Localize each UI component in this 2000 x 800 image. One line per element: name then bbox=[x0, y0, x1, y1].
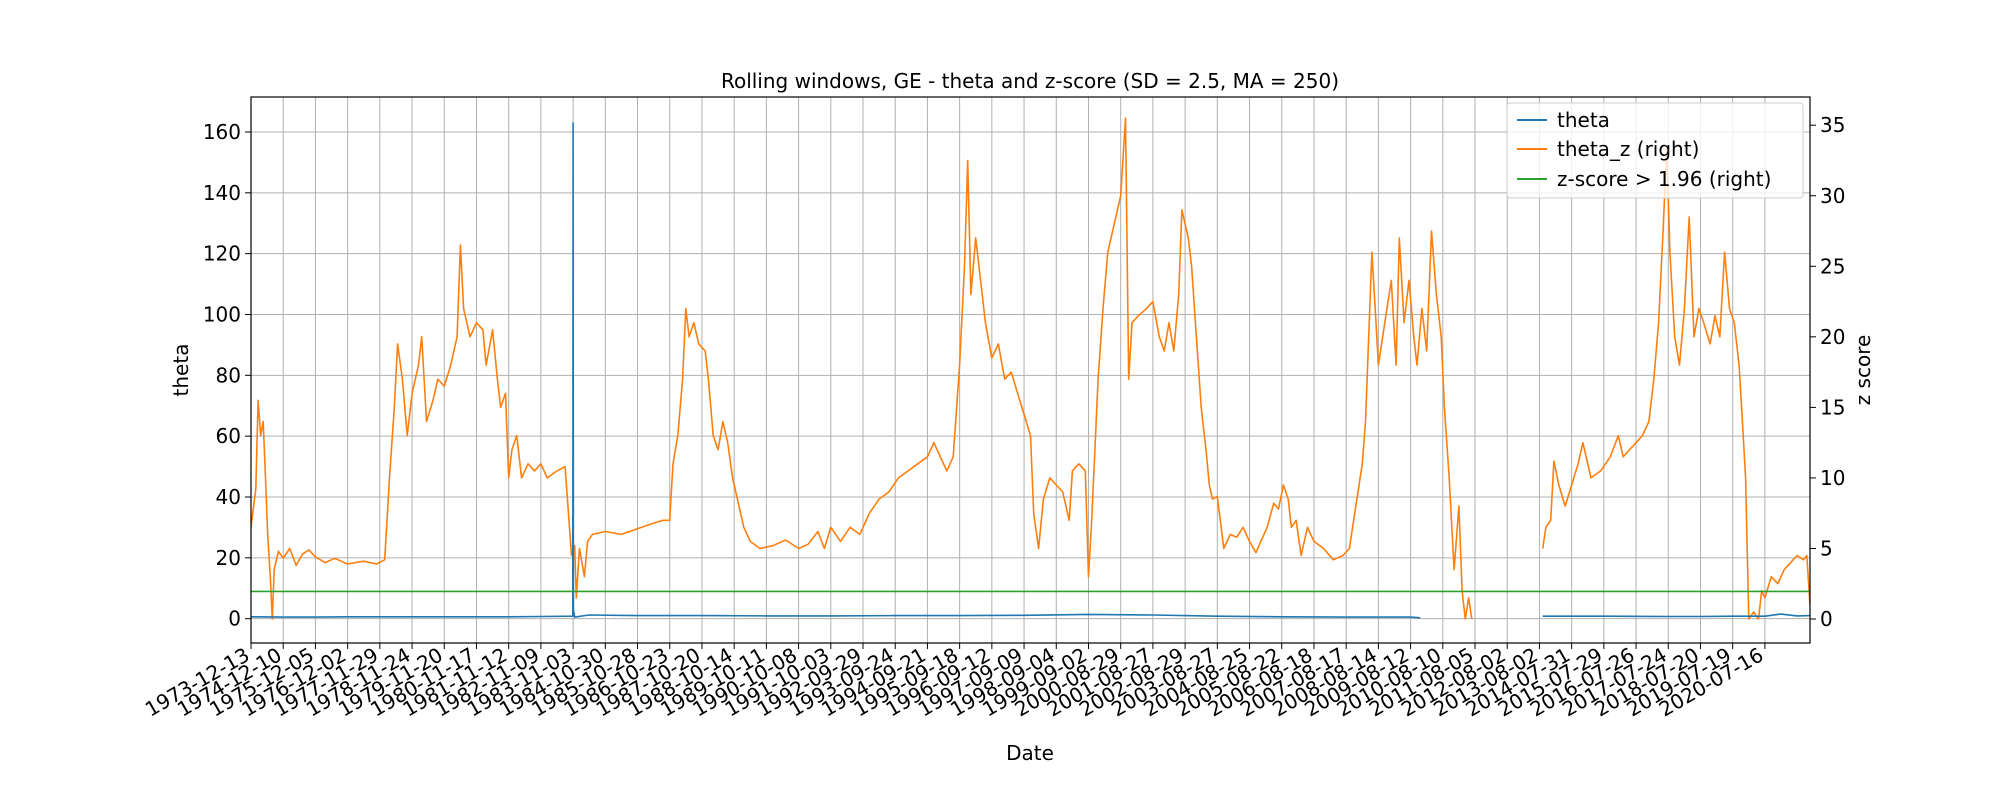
legend-label-theta: theta bbox=[1557, 108, 1610, 132]
y-tick-label: 120 bbox=[203, 242, 241, 266]
y-tick-label: 0 bbox=[228, 607, 241, 631]
y-tick-label: 100 bbox=[203, 302, 241, 326]
y-right-tick-label: 35 bbox=[1820, 113, 1845, 137]
y-right-tick-label: 5 bbox=[1820, 536, 1833, 560]
y-right-tick-label: 15 bbox=[1820, 395, 1845, 419]
legend-box bbox=[1506, 102, 1804, 199]
y-right-tick-label: 25 bbox=[1820, 254, 1845, 278]
chart-title: Rolling windows, GE - theta and z-score … bbox=[721, 69, 1339, 93]
y-tick-label: 20 bbox=[216, 546, 241, 570]
plot-frame bbox=[250, 96, 1811, 644]
y-right-tick-label: 20 bbox=[1820, 325, 1845, 349]
series-layer bbox=[251, 117, 1810, 620]
y-tick-label: 60 bbox=[216, 424, 241, 448]
y-tick-label: 40 bbox=[216, 485, 241, 509]
x-axis-label: Date bbox=[1006, 741, 1054, 765]
y-tick-label: 80 bbox=[216, 363, 241, 387]
series-line-theta-z-right- bbox=[251, 117, 1473, 620]
series-line-theta-z-right- bbox=[1541, 145, 1810, 620]
y-tick-label: 140 bbox=[203, 181, 241, 205]
series-line-theta bbox=[251, 122, 1421, 619]
legend: theta theta_z (right) z-score > 1.96 (ri… bbox=[1506, 102, 1804, 199]
x-axis-ticks: 1973-12-131974-12-101975-12-051976-12-02… bbox=[141, 643, 1768, 722]
y-right-tick-label: 30 bbox=[1820, 184, 1845, 208]
y-axis-label: theta bbox=[169, 344, 193, 397]
series-line-theta bbox=[1542, 613, 1810, 618]
y-axis-right-label: z score bbox=[1851, 335, 1875, 406]
right-axis-ticks: 0 5 10 15 20 25 30 35 bbox=[1810, 113, 1845, 631]
y-right-tick-label: 0 bbox=[1820, 607, 1833, 631]
legend-label-theta-z: theta_z (right) bbox=[1557, 137, 1699, 161]
left-axis-ticks: 0 20 40 60 80 100 120 140 160 bbox=[203, 120, 251, 631]
y-right-tick-label: 10 bbox=[1820, 466, 1845, 490]
legend-label-zscore: z-score > 1.96 (right) bbox=[1557, 167, 1771, 191]
y-tick-label: 160 bbox=[203, 120, 241, 144]
grid-lines bbox=[250, 97, 1810, 643]
